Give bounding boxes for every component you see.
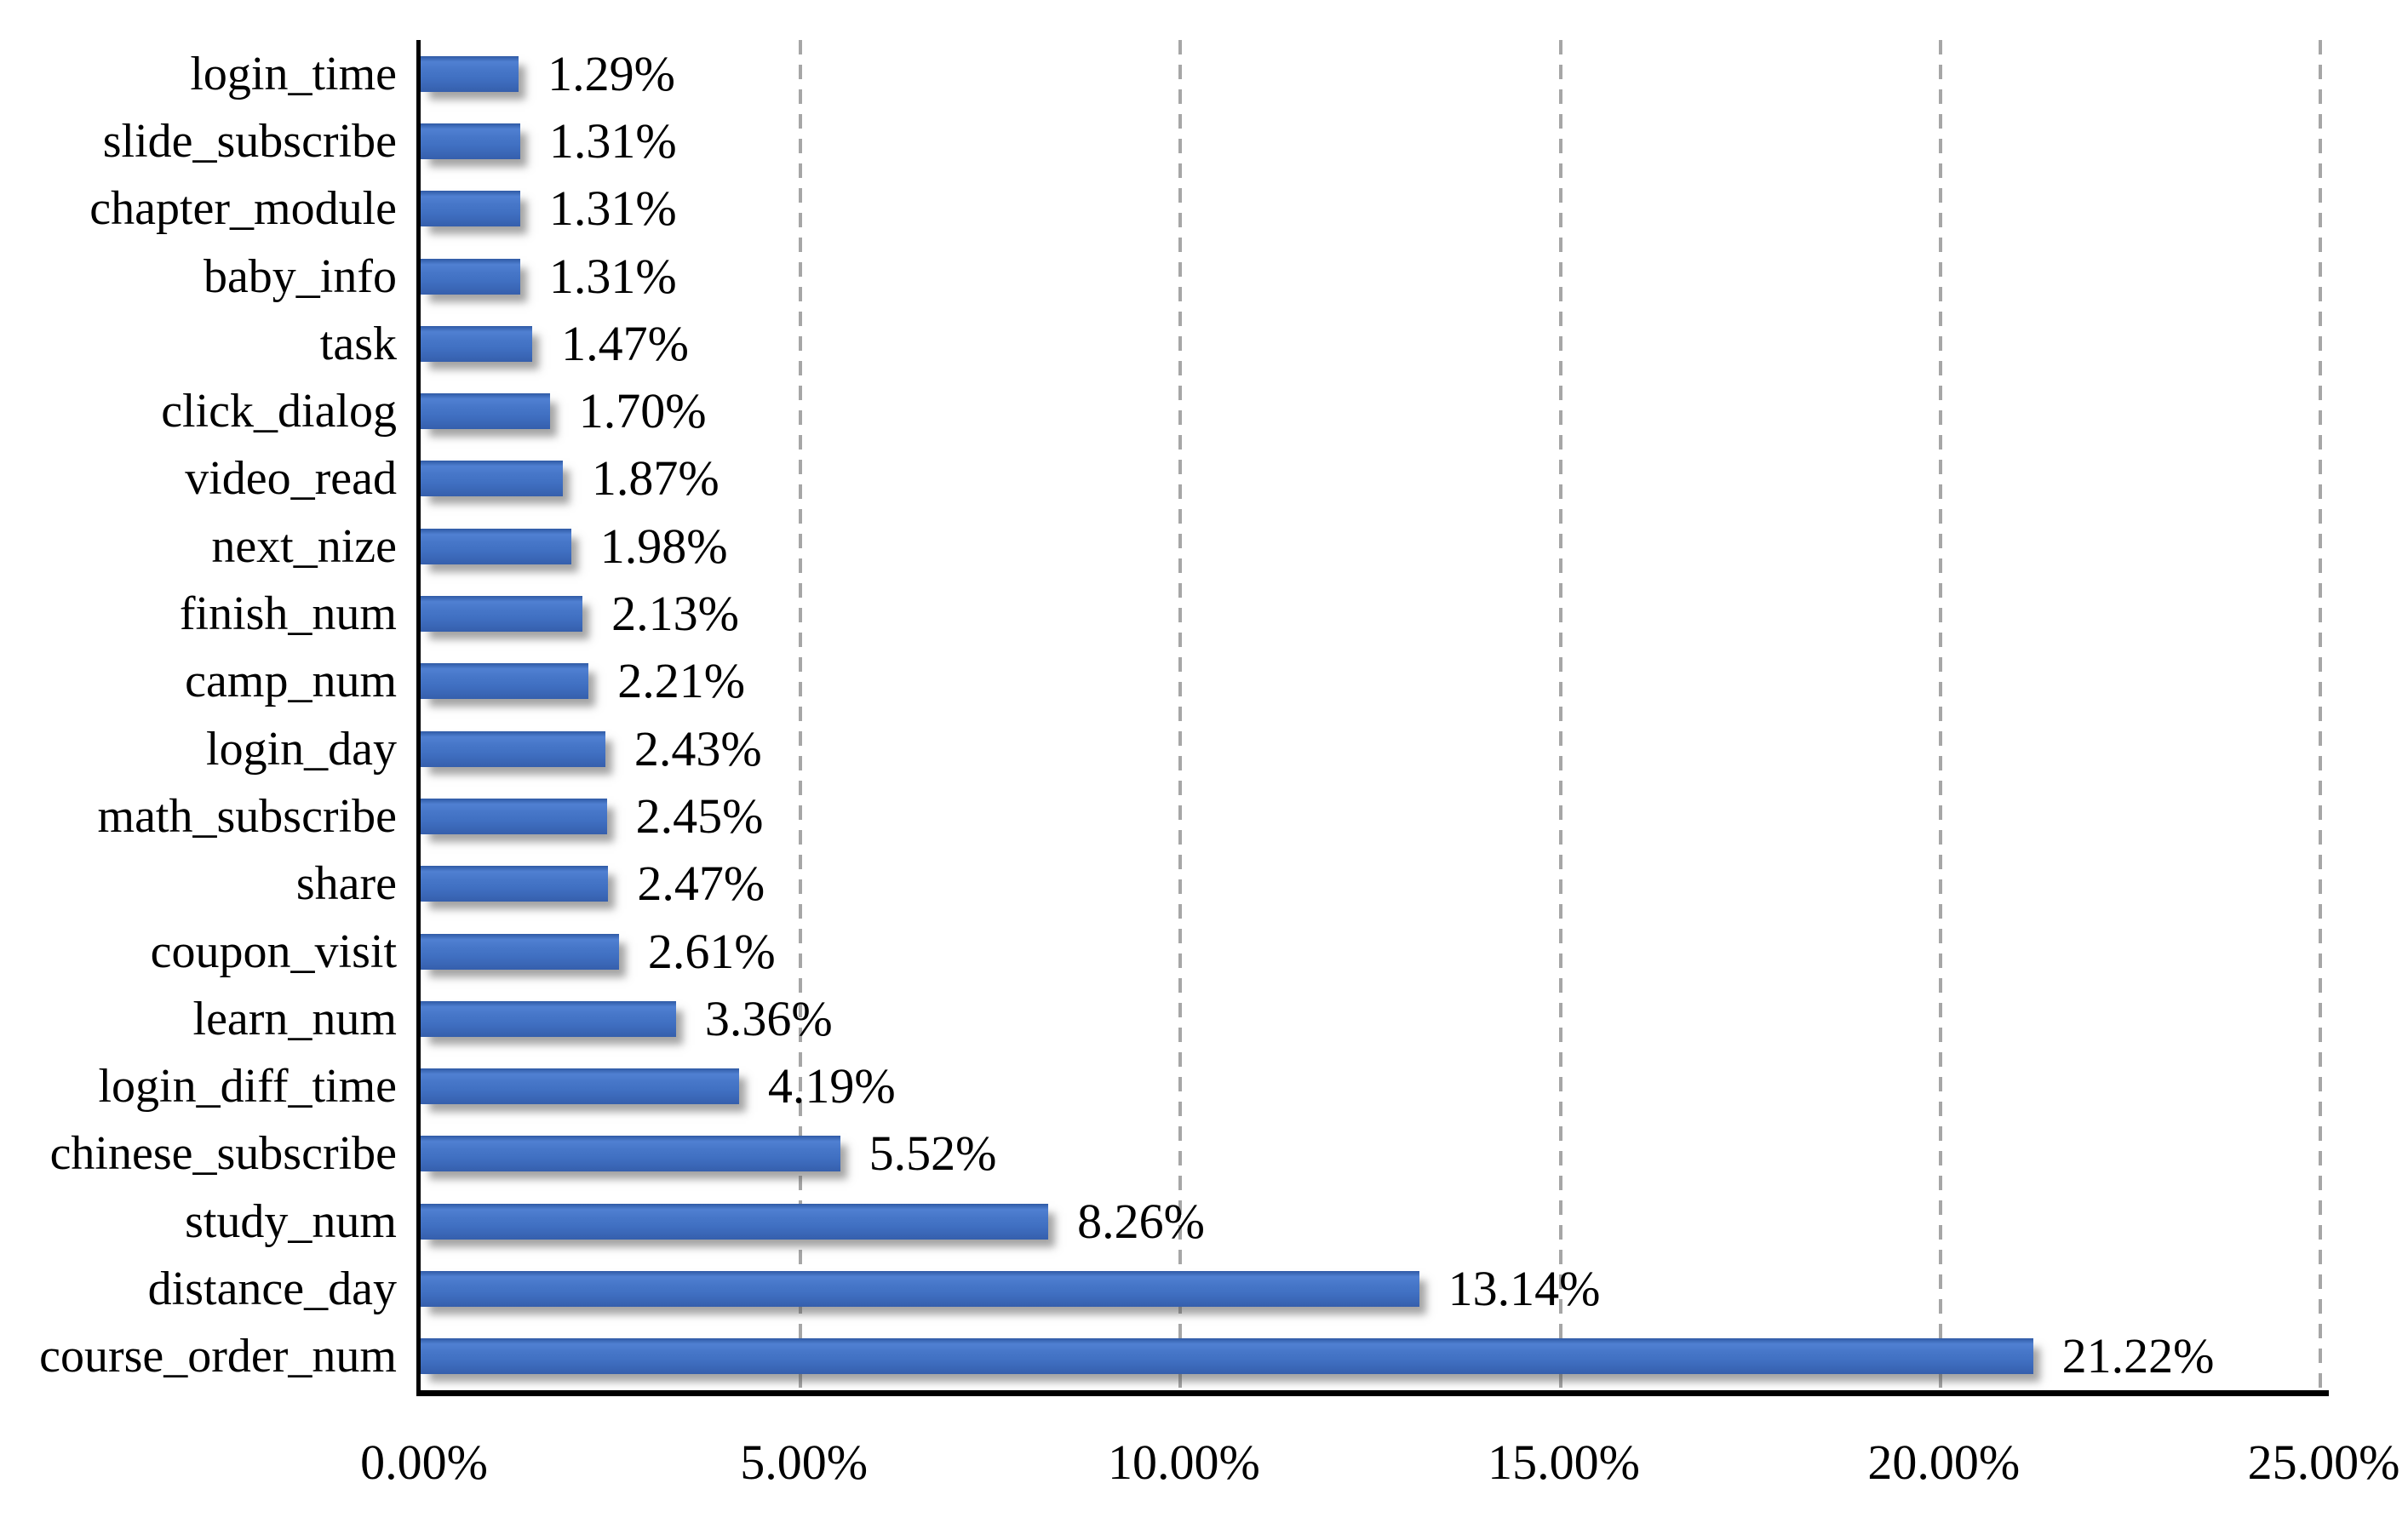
x-tick-label: 15.00% — [1488, 1435, 1641, 1490]
value-label: 1.70% — [578, 383, 707, 439]
bar-distance_day — [421, 1271, 1419, 1308]
bar-slide_subscribe — [421, 123, 520, 159]
value-label: 1.31% — [548, 180, 677, 237]
category-label: math_subscribe — [97, 789, 397, 843]
bar-math_subscribe — [421, 798, 607, 834]
x-tick-label: 0.00% — [360, 1435, 488, 1490]
bar-login_day — [421, 730, 605, 767]
category-label: coupon_visit — [150, 925, 397, 978]
category-label: study_num — [185, 1194, 397, 1248]
value-label: 21.22% — [2061, 1328, 2215, 1384]
x-tick-label: 20.00% — [1867, 1435, 2021, 1490]
bar-click_dialog — [421, 393, 550, 430]
value-label: 1.47% — [561, 315, 689, 371]
bar-login_time — [421, 55, 519, 92]
category-label: chapter_module — [89, 182, 397, 236]
value-label: 8.26% — [1077, 1193, 1205, 1249]
category-label: finish_num — [179, 587, 397, 641]
x-tick-label: 5.00% — [740, 1435, 869, 1490]
value-label: 1.31% — [548, 112, 677, 169]
bar-share — [421, 866, 609, 902]
value-label: 2.61% — [647, 923, 776, 979]
value-label: 2.13% — [611, 586, 739, 642]
value-label: 1.31% — [548, 248, 677, 304]
category-label: baby_info — [203, 249, 397, 303]
category-label: task — [319, 317, 397, 370]
gridline-20pct — [1938, 40, 1942, 1390]
bar-course_order_num — [421, 1338, 2033, 1375]
gridline-10pct — [1178, 40, 1183, 1390]
x-axis-line — [416, 1390, 2329, 1396]
bar-chinese_subscribe — [421, 1136, 840, 1172]
category-label: slide_subscribe — [102, 114, 397, 168]
category-label: distance_day — [147, 1263, 397, 1316]
bar-study_num — [421, 1203, 1049, 1240]
category-label: chinese_subscribe — [49, 1127, 397, 1181]
gridline-25pct — [2319, 40, 2322, 1390]
value-label: 1.87% — [591, 450, 720, 507]
value-label: 2.47% — [637, 856, 765, 912]
value-label: 1.29% — [548, 45, 675, 101]
bar-learn_num — [421, 1000, 676, 1037]
bar-finish_num — [421, 596, 583, 633]
value-label: 5.52% — [869, 1125, 997, 1182]
category-label: share — [295, 857, 397, 911]
value-label: 13.14% — [1448, 1261, 1601, 1317]
value-label: 1.98% — [599, 518, 728, 574]
category-label: login_day — [206, 722, 397, 776]
bar-video_read — [421, 461, 563, 497]
bar-next_nize — [421, 528, 571, 564]
category-label: learn_num — [192, 992, 397, 1045]
value-label: 3.36% — [704, 990, 833, 1046]
value-label: 2.21% — [617, 653, 746, 709]
category-label: click_dialog — [161, 385, 397, 438]
value-label: 2.43% — [634, 720, 762, 776]
bar-baby_info — [421, 258, 520, 295]
bar-camp_num — [421, 663, 589, 700]
category-label: next_nize — [211, 519, 397, 573]
gridline-5pct — [799, 40, 803, 1390]
x-tick-label: 25.00% — [2247, 1435, 2400, 1490]
category-label: login_time — [190, 47, 397, 100]
gridline-15pct — [1558, 40, 1562, 1390]
bar-coupon_visit — [421, 933, 619, 970]
bar-task — [421, 325, 533, 362]
category-label: video_read — [185, 452, 397, 506]
bar-login_diff_time — [421, 1068, 739, 1105]
y-axis-line — [416, 40, 421, 1396]
value-label: 4.19% — [767, 1058, 896, 1114]
bar-chapter_module — [421, 191, 520, 227]
category-label: login_diff_time — [98, 1060, 398, 1114]
x-tick-label: 10.00% — [1107, 1435, 1260, 1490]
category-label: camp_num — [185, 655, 397, 708]
category-label: course_order_num — [39, 1330, 397, 1383]
value-label: 2.45% — [635, 787, 764, 844]
